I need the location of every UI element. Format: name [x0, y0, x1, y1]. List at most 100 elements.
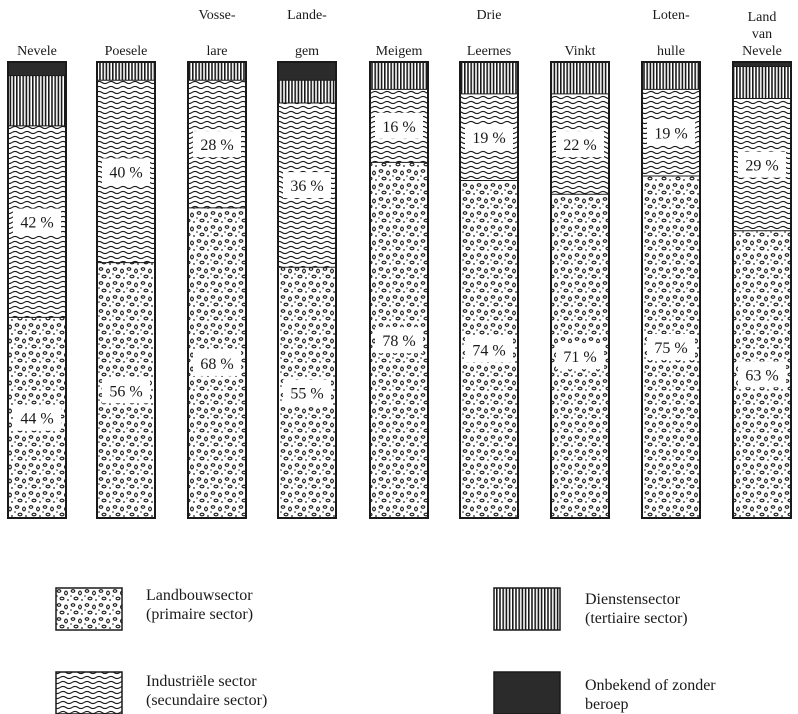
segment-vertical-lines-vosse-lare	[188, 62, 246, 81]
data-label-bg	[193, 131, 241, 158]
segment-vertical-lines-land-van-nevele	[733, 66, 791, 99]
legend-label-industrie: Industriële sector (secundaire sector)	[146, 672, 267, 710]
category-label-land-van-nevele: van	[752, 27, 772, 42]
data-label-bg	[738, 361, 786, 388]
category-label-vosse-lare: lare	[207, 44, 228, 59]
data-label-bg	[13, 208, 61, 235]
data-label-waves-loten-hulle: 19 %	[654, 126, 687, 143]
bar-lande-gem: 55 % 36 %	[277, 61, 337, 519]
data-label-waves-vosse-lare: 28 %	[200, 137, 233, 154]
category-label-nevele: Nevele	[17, 44, 57, 59]
data-label-waves-lande-gem: 36 %	[290, 178, 323, 195]
segment-vertical-lines-meigem	[370, 62, 428, 90]
bar-vosse-lare: 68 % 28 %	[187, 61, 247, 519]
category-label-vinkt: Vinkt	[564, 44, 595, 59]
data-label-dots-meigem: 78 %	[382, 333, 415, 350]
bar-outline-meigem	[369, 61, 429, 519]
category-label-land-van-nevele: Nevele	[742, 44, 782, 59]
data-label-bg	[465, 124, 513, 151]
bar-poesele: 56 % 40 %	[96, 61, 156, 519]
category-label-drie-leernes: Leernes	[467, 44, 511, 59]
legend-swatches	[55, 587, 561, 714]
legend-label-onbekend: Onbekend of zonder beroep	[585, 676, 716, 714]
legend-label-diensten: Dienstensector (tertiaire sector)	[585, 590, 688, 628]
data-label-bg	[556, 343, 604, 370]
legend-line: Industriële sector	[146, 673, 257, 690]
legend-line: Dienstensector	[585, 591, 681, 608]
legend-line: Landbouwsector	[146, 587, 253, 604]
segment-vertical-lines-loten-hulle	[642, 62, 700, 90]
legend-line: (primaire sector)	[146, 606, 254, 623]
data-label-waves-drie-leernes: 19 %	[472, 130, 505, 147]
category-label-drie-leernes: Drie	[477, 8, 502, 23]
data-label-bg	[13, 404, 61, 431]
legend-line: Onbekend of zonder	[585, 677, 716, 694]
data-label-waves-poesele: 40 %	[109, 164, 142, 181]
legend-line: (secundaire sector)	[146, 692, 268, 709]
bar-outline-land-van-nevele	[732, 61, 792, 519]
legend-swatch-solid	[493, 671, 561, 714]
data-label-dots-vinkt: 71 %	[563, 349, 596, 366]
bar-loten-hulle: 75 % 19 %	[641, 61, 701, 519]
category-label-meigem: Meigem	[376, 44, 423, 59]
segment-vertical-lines-nevele	[8, 75, 66, 126]
category-label-lande-gem: gem	[295, 44, 319, 59]
bar-outline-vinkt	[550, 61, 610, 519]
segment-vertical-lines-drie-leernes	[460, 62, 518, 94]
bar-vinkt: 71 % 22 %	[550, 61, 610, 519]
data-label-bg	[647, 334, 695, 360]
segment-vertical-lines-vinkt	[551, 62, 609, 94]
bar-meigem: 78 % 16 %	[369, 61, 429, 519]
category-labels: Nevele Poesele Vosse-lare Lande-gem Meigem Dr…	[17, 8, 782, 59]
legend-line: (tertiaire sector)	[585, 610, 688, 627]
data-label-dots-poesele: 56 %	[109, 383, 142, 400]
data-label-bg	[283, 379, 331, 406]
bar-drie-leernes: 74 % 19 %	[459, 61, 519, 519]
bar-outline-nevele	[7, 61, 67, 519]
legend-line: beroep	[585, 696, 629, 713]
segment-solid-nevele	[8, 62, 66, 76]
data-label-dots-nevele: 44 %	[20, 411, 53, 428]
segment-solid-lande-gem	[278, 62, 336, 81]
data-label-bg	[102, 377, 150, 404]
data-label-dots-vosse-lare: 68 %	[200, 356, 233, 373]
bar-outline-vosse-lare	[187, 61, 247, 519]
bar-outline-lande-gem	[277, 61, 337, 519]
bar-outline-poesele	[96, 61, 156, 519]
data-label-waves-vinkt: 22 %	[563, 137, 596, 154]
data-label-bg	[102, 158, 150, 185]
bar-outline-loten-hulle	[641, 61, 701, 519]
data-label-bg	[465, 336, 513, 363]
legend-swatch-waves	[55, 671, 123, 714]
segment-solid-land-van-nevele	[733, 62, 791, 67]
category-label-vosse-lare: Vosse-	[198, 8, 235, 23]
bars-group: 44 % 42 % 56 % 40 % 68 % 28 % 55 % 36 % 78 % 16 %…	[7, 61, 792, 519]
category-label-land-van-nevele: Land	[748, 10, 777, 25]
segment-vertical-lines-lande-gem	[278, 80, 336, 104]
legend-label-landbouw: Landbouwsector (primaire sector)	[146, 586, 253, 624]
legend-swatch-vertical-lines	[493, 587, 561, 631]
data-label-bg	[375, 112, 423, 139]
data-label-bg	[647, 119, 695, 146]
legend-swatch-dots	[55, 587, 123, 631]
category-label-loten-hulle: Loten-	[652, 8, 690, 23]
bar-land-van-nevele: 63 % 29 %	[732, 61, 792, 519]
data-label-bg	[738, 151, 786, 178]
data-label-bg	[375, 327, 423, 354]
data-label-dots-drie-leernes: 74 %	[472, 342, 505, 359]
category-label-poesele: Poesele	[105, 44, 148, 59]
data-label-bg	[556, 131, 604, 158]
bar-outline-drie-leernes	[459, 61, 519, 519]
category-label-loten-hulle: hulle	[657, 44, 685, 59]
data-label-waves-meigem: 16 %	[382, 119, 415, 136]
data-label-bg	[193, 349, 241, 376]
data-label-dots-loten-hulle: 75 %	[654, 340, 687, 357]
bar-nevele: 44 % 42 %	[7, 61, 67, 519]
data-label-dots-lande-gem: 55 %	[290, 386, 323, 403]
segment-vertical-lines-poesele	[97, 62, 155, 81]
category-label-lande-gem: Lande-	[287, 8, 327, 23]
data-label-waves-nevele: 42 %	[20, 215, 53, 232]
data-label-waves-land-van-nevele: 29 %	[745, 158, 778, 175]
data-label-dots-land-van-nevele: 63 %	[745, 367, 778, 384]
